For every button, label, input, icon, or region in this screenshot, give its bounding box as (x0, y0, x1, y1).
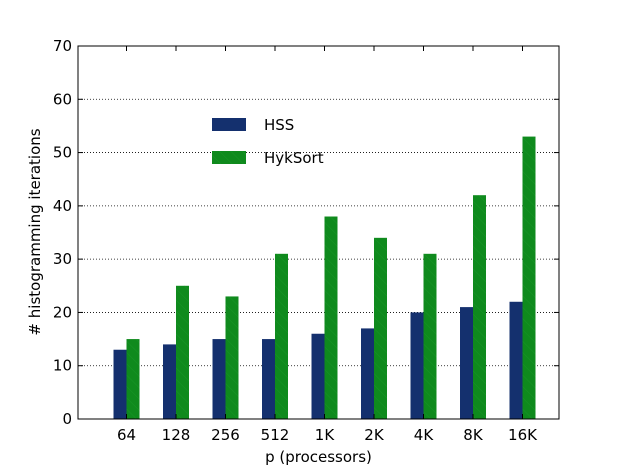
y-tick-label: 70 (53, 37, 72, 55)
bar-hatch (225, 296, 239, 419)
bar-hss-2k (361, 328, 374, 419)
x-tick-label: 1K (315, 426, 336, 444)
legend-label-hss: HSS (264, 116, 294, 134)
bar-hatch (423, 253, 437, 419)
bar-hatch (275, 253, 288, 419)
bar-hss-512 (262, 339, 275, 419)
x-axis-label: p (processors) (265, 448, 372, 466)
bar-hatch (324, 216, 338, 419)
bar-hss-8k (460, 307, 473, 419)
bar-hatch (522, 136, 536, 420)
y-tick-label: 40 (53, 197, 72, 215)
y-tick-label: 30 (53, 250, 72, 268)
plot-frame (77, 45, 560, 420)
x-tick-label: 64 (117, 426, 136, 444)
legend: HSS HykSort (212, 116, 324, 167)
legend-swatch-hss (212, 118, 246, 131)
x-tick-label: 512 (261, 426, 290, 444)
y-tick-label: 10 (53, 357, 72, 375)
legend-label-hyksort: HykSort (264, 149, 324, 167)
bars (113, 136, 536, 420)
y-axis-label: # histogramming iterations (26, 128, 44, 335)
gridlines (78, 98, 559, 367)
legend-swatch-hatch (212, 151, 246, 164)
bar-hss-1k (311, 333, 325, 419)
x-tick-label: 8K (463, 426, 484, 444)
y-tick-label: 0 (62, 410, 72, 428)
y-tick-label: 20 (53, 303, 72, 321)
bar-hss-16k (509, 301, 523, 419)
x-tick-label: 16K (508, 426, 538, 444)
x-tick-label: 2K (364, 426, 385, 444)
bar-hss-128 (163, 344, 176, 419)
bar-hatch (176, 285, 189, 419)
bar-hatch (126, 339, 140, 419)
bar-hatch (473, 195, 486, 419)
bar-hatch (374, 237, 387, 419)
x-tick-label: 128 (162, 426, 191, 444)
ticks: 0 10 20 30 40 50 60 70 64 128 256 512 1K 2K 4K 8K 16K (53, 37, 559, 444)
y-tick-label: 50 (53, 144, 72, 162)
y-tick-label: 60 (53, 90, 72, 108)
x-tick-label: 256 (211, 426, 240, 444)
bar-hss-4k (410, 312, 424, 419)
bar-hss-64 (113, 349, 127, 419)
x-tick-label: 4K (414, 426, 435, 444)
bar-hss-256 (212, 339, 226, 419)
